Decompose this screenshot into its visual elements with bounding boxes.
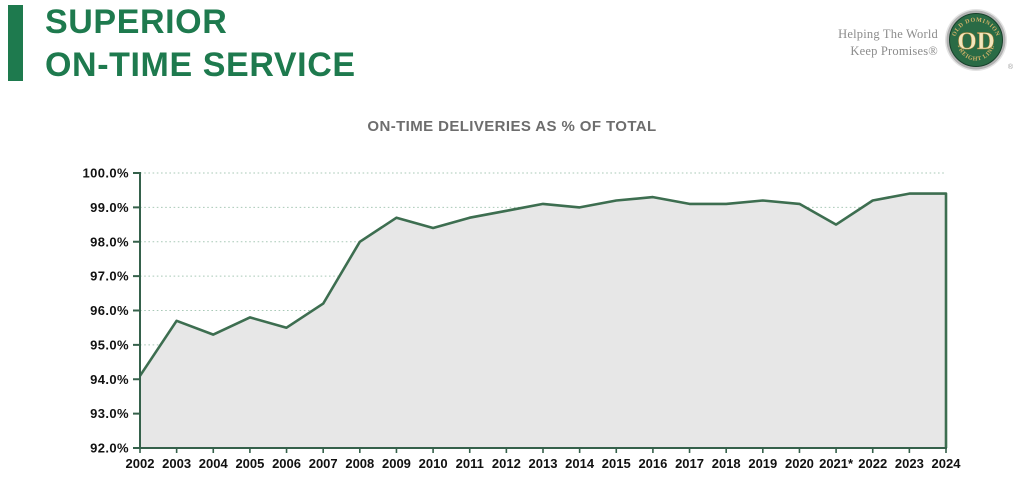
y-tick-label: 95.0% <box>90 337 129 352</box>
x-tick-label: 2013 <box>529 456 558 471</box>
y-tick-label: 96.0% <box>90 303 129 318</box>
x-tick-label: 2003 <box>162 456 191 471</box>
x-tick-label: 2008 <box>345 456 374 471</box>
logo-monogram: OD <box>957 28 995 55</box>
x-tick-label: 2009 <box>382 456 411 471</box>
y-tick-label: 93.0% <box>90 406 129 421</box>
chart-title: ON-TIME DELIVERIES AS % OF TOTAL <box>367 118 657 135</box>
y-tick-label: 94.0% <box>90 372 129 387</box>
x-tick-label: 2010 <box>419 456 448 471</box>
x-tick-label: 2005 <box>235 456 264 471</box>
x-tick-label: 2024 <box>932 456 962 471</box>
x-tick-label: 2019 <box>748 456 777 471</box>
x-tick-label: 2012 <box>492 456 521 471</box>
x-tick-label: 2014 <box>565 456 595 471</box>
title-accent-bar <box>8 5 23 81</box>
page-title-line2: ON-TIME SERVICE <box>45 46 356 84</box>
y-tick-label: 92.0% <box>90 441 129 456</box>
old-dominion-logo-badge: OLD DOMINION FREIGHT LINE OD <box>945 9 1007 71</box>
x-tick-label: 2018 <box>712 456 741 471</box>
y-tick-label: 99.0% <box>90 200 129 215</box>
logo-registered-mark: ® <box>1007 64 1013 71</box>
tagline-line2: Keep Promises® <box>850 44 938 58</box>
x-tick-label: 2023 <box>895 456 924 471</box>
x-tick-label: 2011 <box>456 456 484 471</box>
area-fill <box>140 193 946 448</box>
x-tick-label: 2006 <box>272 456 301 471</box>
x-tick-label: 2022 <box>858 456 887 471</box>
y-tick-label: 100.0% <box>83 166 130 181</box>
page-title: SUPERIOR ON-TIME SERVICE <box>45 1 356 87</box>
x-tick-label: 2017 <box>675 456 704 471</box>
y-tick-label: 98.0% <box>90 234 129 249</box>
old-dominion-logo: OLD DOMINION FREIGHT LINE OD <box>944 8 1008 72</box>
x-tick-label: 2020 <box>785 456 814 471</box>
x-tick-label: 2007 <box>309 456 338 471</box>
trend-line <box>138 192 948 448</box>
tagline-line1: Helping The World <box>838 27 938 41</box>
page-title-line1: SUPERIOR <box>45 3 228 41</box>
brand-tagline: Helping The World Keep Promises® <box>838 26 938 60</box>
x-tick-label: 2016 <box>638 456 667 471</box>
x-tick-label: 2021* <box>819 456 854 471</box>
logo-green-disc <box>949 13 1003 67</box>
x-tick-label: 2004 <box>199 456 229 471</box>
y-tick-label: 97.0% <box>90 269 129 284</box>
x-tick-label: 2002 <box>126 456 155 471</box>
x-tick-label: 2015 <box>602 456 631 471</box>
